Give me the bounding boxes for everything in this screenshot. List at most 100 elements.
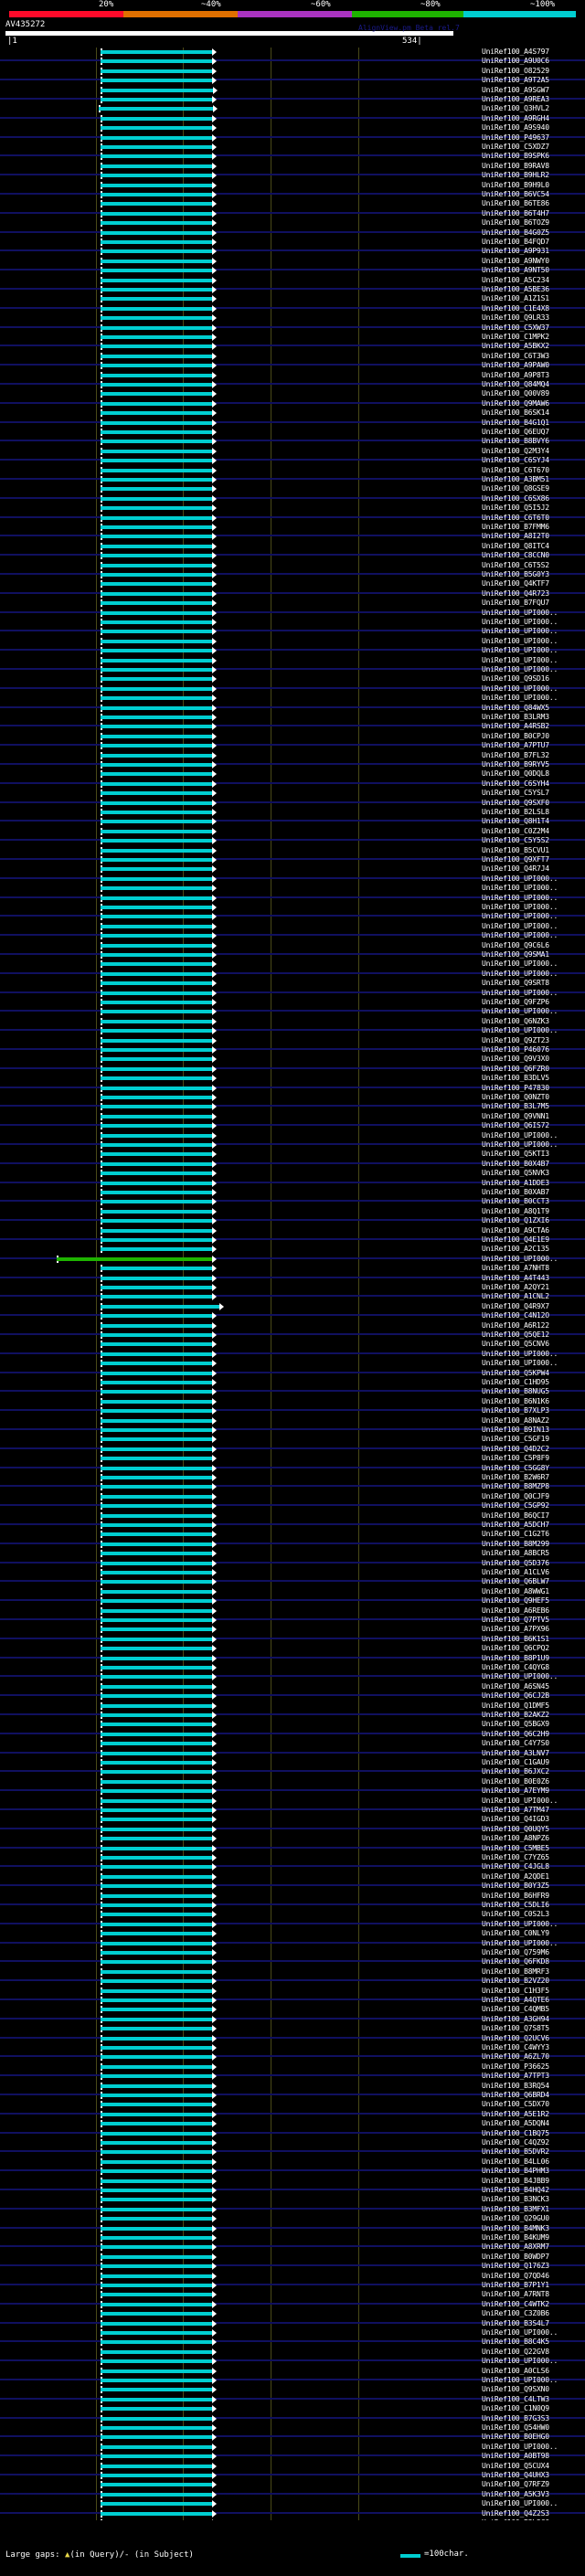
hit-label[interactable]: UniRef100_B6N1K6 (482, 1396, 549, 1405)
alignment-bar[interactable] (101, 686, 212, 691)
hit-label[interactable]: UniRef100_Q6FZR0 (482, 1064, 549, 1073)
hit-label[interactable]: UniRef100_Q759M6 (482, 1948, 549, 1956)
hit-label[interactable]: UniRef100_Q4R7J4 (482, 864, 549, 874)
hit-label[interactable]: UniRef100_A6R122 (482, 1320, 549, 1330)
alignment-bar[interactable] (101, 2416, 212, 2421)
alignment-bar[interactable] (101, 677, 212, 682)
hit-label[interactable]: UniRef100_UPI000.. (482, 874, 558, 883)
alignment-bar[interactable] (101, 1409, 212, 1414)
hit-label[interactable]: UniRef100_C5YSL7 (482, 789, 549, 798)
hit-label[interactable]: UniRef100_C8CCN0 (482, 551, 549, 560)
alignment-bar[interactable] (101, 2502, 212, 2507)
hit-label[interactable]: UniRef100_B7G3S3 (482, 2413, 549, 2422)
alignment-bar[interactable] (101, 335, 212, 339)
hit-label[interactable]: UniRef100_B2LSL8 (482, 808, 549, 816)
hit-label[interactable]: UniRef100_Q1ZXI6 (482, 1216, 549, 1225)
hit-label[interactable]: UniRef100_Q4KTF7 (482, 579, 549, 588)
hit-label[interactable]: UniRef100_A1CLV6 (482, 1568, 549, 1576)
alignment-bar[interactable] (101, 1884, 212, 1889)
hit-label[interactable]: UniRef100_UPI000.. (482, 2442, 558, 2451)
alignment-bar[interactable] (101, 2112, 212, 2116)
hit-label[interactable]: UniRef100_Q6FKD8 (482, 1957, 549, 1966)
alignment-bar[interactable] (101, 1029, 212, 1034)
hit-label[interactable]: UniRef100_C4WYY3 (482, 2043, 549, 2051)
hit-label[interactable]: UniRef100_B3L7M5 (482, 1102, 549, 1111)
alignment-bar[interactable] (101, 1076, 212, 1081)
alignment-bar[interactable] (101, 1513, 212, 1518)
alignment-bar[interactable] (101, 1096, 212, 1099)
hit-label[interactable]: UniRef100_Q9SMA1 (482, 950, 549, 959)
alignment-bar[interactable] (101, 1874, 212, 1879)
alignment-bar[interactable] (101, 620, 212, 624)
alignment-bar[interactable] (101, 906, 212, 909)
hit-label[interactable]: UniRef100_O82529 (482, 66, 549, 75)
alignment-bar[interactable] (101, 563, 212, 567)
hit-label[interactable]: UniRef100_Q5D376 (482, 1558, 549, 1567)
hit-label[interactable]: UniRef100_B4G0Z5 (482, 228, 549, 237)
hit-label[interactable]: UniRef100_UPI000.. (482, 931, 558, 940)
alignment-bar[interactable] (101, 668, 212, 672)
hit-label[interactable]: UniRef100_B6SK14 (482, 408, 549, 418)
alignment-bar[interactable] (101, 1808, 212, 1812)
alignment-bar[interactable] (101, 269, 212, 273)
alignment-bar[interactable] (101, 554, 212, 558)
alignment-bar[interactable] (101, 59, 212, 64)
alignment-bar[interactable] (101, 2379, 212, 2382)
hit-label[interactable]: UniRef100_B9SPK6 (482, 152, 549, 161)
hit-label[interactable]: UniRef100_UPI000.. (482, 618, 558, 626)
alignment-bar[interactable] (101, 1457, 212, 1461)
alignment-bar[interactable] (101, 1143, 212, 1147)
hit-label[interactable]: UniRef100_Q9V3X0 (482, 1055, 549, 1064)
alignment-bar[interactable] (101, 145, 212, 149)
alignment-bar[interactable] (101, 69, 212, 73)
hit-label[interactable]: UniRef100_P46076 (482, 1045, 549, 1054)
alignment-bar[interactable] (101, 1608, 212, 1613)
hit-label[interactable]: UniRef100_Q84WX5 (482, 703, 549, 712)
hit-label[interactable]: UniRef100_B3S4L7 (482, 2318, 549, 2327)
hit-label[interactable]: UniRef100_A9U0C6 (482, 57, 549, 66)
alignment-bar[interactable] (101, 183, 212, 187)
alignment-bar[interactable] (101, 886, 212, 891)
alignment-bar[interactable] (101, 297, 212, 302)
alignment-bar[interactable] (101, 2312, 212, 2316)
alignment-bar[interactable] (101, 753, 212, 758)
alignment-bar[interactable] (101, 364, 212, 368)
alignment-bar[interactable] (101, 1181, 212, 1185)
hit-label[interactable]: UniRef100_UPI000.. (482, 1140, 558, 1149)
alignment-bar[interactable] (101, 193, 212, 196)
hit-label[interactable]: UniRef100_B7FL32 (482, 750, 549, 759)
alignment-bar[interactable] (101, 2074, 212, 2079)
hit-label[interactable]: UniRef100_C4LTW3 (482, 2394, 549, 2403)
alignment-bar[interactable] (101, 1969, 212, 1974)
hit-label[interactable]: UniRef100_UPI000.. (482, 903, 558, 911)
alignment-bar[interactable] (101, 2264, 212, 2269)
hit-label[interactable]: UniRef100_A9NWY0 (482, 256, 549, 265)
hit-label[interactable]: UniRef100_Q6CPQ2 (482, 1644, 549, 1653)
alignment-bar[interactable] (101, 744, 212, 748)
alignment-bar[interactable] (101, 1200, 212, 1204)
hit-label[interactable]: UniRef100_Q4R9X7 (482, 1301, 549, 1310)
alignment-bar[interactable] (101, 829, 212, 833)
alignment-bar[interactable] (101, 1561, 212, 1565)
alignment-bar[interactable] (101, 2226, 212, 2231)
hit-label[interactable]: UniRef100_UPI000.. (482, 1919, 558, 1928)
alignment-bar[interactable] (101, 991, 212, 995)
alignment-bar[interactable] (99, 107, 213, 111)
hit-label[interactable]: UniRef100_Q5QE12 (482, 1330, 549, 1339)
hit-label[interactable]: UniRef100_A8NAZ2 (482, 1415, 549, 1425)
alignment-bar[interactable] (101, 630, 212, 634)
hit-label[interactable]: UniRef100_B0EHG0 (482, 2433, 549, 2442)
alignment-bar[interactable] (101, 696, 212, 701)
alignment-bar[interactable] (101, 2359, 212, 2364)
hit-label[interactable]: UniRef100_Q5KTI3 (482, 1150, 549, 1159)
alignment-bar[interactable] (101, 820, 212, 824)
hit-label[interactable]: UniRef100_A4QTE6 (482, 1996, 549, 2004)
hit-label[interactable]: UniRef100_B5CVU1 (482, 845, 549, 854)
hit-label[interactable]: UniRef100_UPI000.. (482, 646, 558, 655)
alignment-bar[interactable] (101, 1913, 212, 1917)
hit-label[interactable]: UniRef100_B9IN13 (482, 1426, 549, 1434)
hit-label[interactable]: UniRef100_Q6C2H9 (482, 1729, 549, 1738)
alignment-bar[interactable] (101, 915, 212, 919)
alignment-bar[interactable] (101, 1342, 212, 1347)
hit-label[interactable]: UniRef100_B8P1U9 (482, 1653, 549, 1662)
